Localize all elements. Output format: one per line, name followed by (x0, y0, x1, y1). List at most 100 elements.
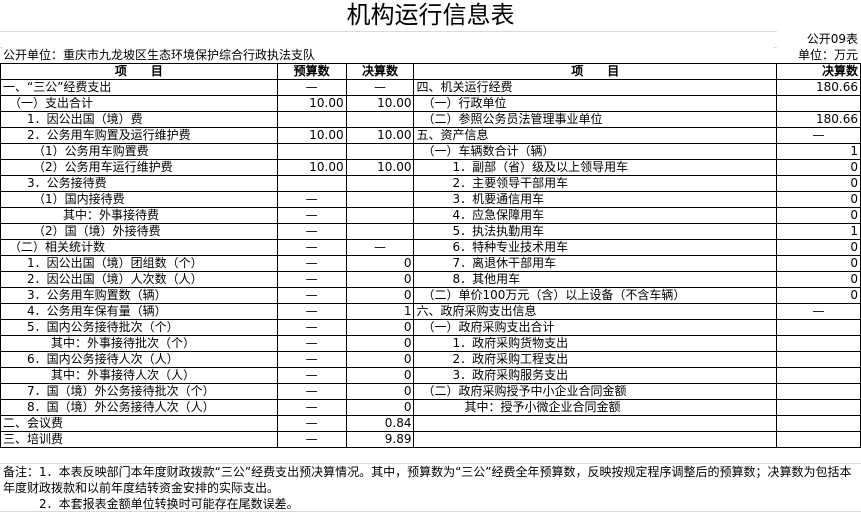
right-item-cell: 其中：授予小微企业合同金额 (413, 399, 778, 416)
budget-cell: — (276, 287, 347, 304)
final-cell (345, 143, 415, 160)
right-final-cell: 0 (776, 191, 861, 208)
final-cell (345, 207, 415, 224)
right-final-cell: 180.66 (776, 79, 861, 96)
table-row: 二、会议费 —0.84 (0, 415, 861, 432)
header-final: 决算数 (345, 63, 415, 80)
right-final-cell: 0 (776, 239, 861, 256)
final-cell: 0 (345, 271, 415, 288)
right-item-cell: 5．执法执勤用车 (413, 223, 778, 240)
right-final-cell (776, 399, 861, 416)
budget-cell: — (276, 207, 347, 224)
note-2: 2．本套报表金额单位转换时可能存在尾数误差。 (3, 497, 299, 511)
left-item-cell: 其中：外事接待人次（人） (0, 367, 278, 384)
budget-cell: — (276, 319, 347, 336)
table-row: 其中：外事接待人次（人） —0 3．政府采购服务支出 (0, 367, 861, 384)
budget-cell: — (276, 367, 347, 384)
right-item-cell: 2．政府采购工程支出 (413, 351, 778, 368)
right-final-cell: 1 (776, 223, 861, 240)
table-row: 2．因公出国（境）人次数（人） —0 8．其他用车 0 (0, 271, 861, 288)
left-item-cell: 1．因公出国（境）团组数（个） (0, 255, 278, 272)
table-row: 1．因公出国（境）团组数（个） —0 7．离退休干部用车 0 (0, 255, 861, 272)
budget-cell: — (276, 415, 347, 432)
right-item-cell: 4．应急保障用车 (413, 207, 778, 224)
budget-cell: 10.00 (276, 95, 347, 112)
currency-unit: 单位：万元 (777, 47, 861, 63)
final-cell: 10.00 (345, 159, 415, 176)
final-cell: 0 (345, 287, 415, 304)
table-row: （一）支出合计 10.00 10.00 （一）行政单位 (0, 95, 861, 112)
left-item-cell: （2）国（境）外接待费 (0, 223, 278, 240)
final-cell (345, 191, 415, 208)
right-item-cell: （二）政府采购授予中小企业合同金额 (413, 383, 778, 400)
budget-cell: — (276, 255, 347, 272)
right-item-cell: 四、机关运行经费 (413, 79, 778, 96)
budget-cell (276, 143, 347, 160)
table-row: （2）公务用车运行维护费 10.00 10.00 1．副部（省）级及以上领导用车 0 (0, 159, 861, 176)
final-cell: 0 (345, 383, 415, 400)
left-item-cell: 2．公务用车购置及运行维护费 (0, 127, 278, 144)
table-row: （1）国内接待费 — 3．机要通信用车 0 (0, 191, 861, 208)
left-item-cell: 二、会议费 (0, 415, 278, 432)
right-final-cell (776, 319, 861, 336)
right-final-cell (776, 383, 861, 400)
right-final-cell: 0 (776, 175, 861, 192)
left-item-cell: 3．公务用车购置数（辆） (0, 287, 278, 304)
right-item-cell: 7．离退休干部用车 (413, 255, 778, 272)
right-final-cell: — (776, 303, 861, 320)
final-cell (345, 223, 415, 240)
right-item-cell: 1．政府采购货物支出 (413, 335, 778, 352)
left-item-cell: 4．公务用车保有量（辆） (0, 303, 278, 320)
table-row: 6．国内公务接待人次（人） —0 2．政府采购工程支出 (0, 351, 861, 368)
left-item-cell: 1．因公出国（境）费 (0, 111, 278, 128)
budget-cell: — (276, 383, 347, 400)
right-item-cell (413, 415, 778, 432)
budget-cell: — (276, 79, 347, 96)
left-item-cell: （1）国内接待费 (0, 191, 278, 208)
final-cell: 10.00 (345, 95, 415, 112)
left-item-cell: （1）公务用车购置费 (0, 143, 278, 160)
final-cell: 10.00 (345, 127, 415, 144)
right-item-cell: （一）车辆数合计（辆） (413, 143, 778, 160)
right-final-cell (776, 335, 861, 352)
right-final-cell (776, 415, 861, 432)
final-cell: 0 (345, 351, 415, 368)
table-code: 公开09表 (777, 31, 861, 48)
table-row: 8．国（境）外公务接待人次（人） —0 其中：授予小微企业合同金额 (0, 399, 861, 416)
left-item-cell: 8．国（境）外公务接待人次（人） (0, 399, 278, 416)
right-final-cell: 0 (776, 287, 861, 304)
budget-cell: — (276, 191, 347, 208)
final-cell: 1 (345, 303, 415, 320)
budget-cell: — (276, 271, 347, 288)
left-item-cell: 3．公务接待费 (0, 175, 278, 192)
right-final-cell: 0 (776, 271, 861, 288)
right-final-cell (776, 95, 861, 112)
final-cell: 0 (345, 255, 415, 272)
final-cell: — (345, 79, 415, 96)
left-item-cell: 7．国（境）外公务接待批次（个） (0, 383, 278, 400)
final-cell: 0 (345, 319, 415, 336)
right-final-cell (776, 351, 861, 368)
notes: 备注：1．本表反映部门本年度财政拨款“三公”经费支出预决算情况。其中，预算数为“… (0, 464, 861, 511)
left-item-cell: 6．国内公务接待人次（人） (0, 351, 278, 368)
table-row: 一、“三公”经费支出 — — 四、机关运行经费 180.66 (0, 79, 861, 96)
budget-cell: — (276, 351, 347, 368)
info-table: 项 目 预算数 决算数 项 目 决算数 一、“三公”经费支出 — — 四、机关运行经费… (0, 63, 861, 448)
header-right-final: 决算数 (776, 63, 861, 80)
table-row: 其中：外事接待费 — 4．应急保障用车 0 (0, 207, 861, 224)
final-cell: 0 (345, 335, 415, 352)
left-item-cell: 其中：外事接待批次（个） (0, 335, 278, 352)
budget-cell: — (276, 399, 347, 416)
header-right-item: 项 目 (413, 63, 778, 80)
left-item-cell: 三、培训费 (0, 431, 278, 448)
right-item-cell: （二）单价100万元（含）以上设备（不含车辆） (413, 287, 778, 304)
table-row: （2）国（境）外接待费 — 5．执法执勤用车 1 (0, 223, 861, 240)
right-item-cell: 6．特种专业技术用车 (413, 239, 778, 256)
budget-cell (276, 175, 347, 192)
reporting-unit: 公开单位：重庆市九龙坡区生态环境保护综合行政执法支队 (3, 47, 773, 63)
table-row: 3．公务接待费 2．主要领导干部用车 0 (0, 175, 861, 192)
right-item-cell: 3．政府采购服务支出 (413, 367, 778, 384)
left-item-cell: 其中：外事接待费 (0, 207, 278, 224)
right-final-cell: 0 (776, 255, 861, 272)
